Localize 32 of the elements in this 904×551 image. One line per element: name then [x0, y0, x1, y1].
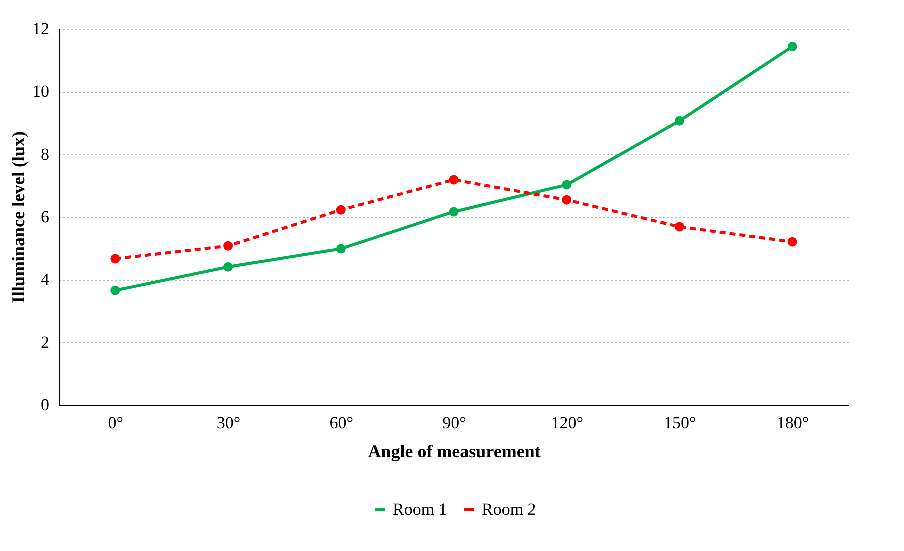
point	[110, 254, 120, 264]
point	[562, 195, 572, 205]
legend-label: Room 2	[482, 500, 536, 519]
point	[449, 175, 459, 185]
y-axis-title: Illuminance level (lux)	[8, 132, 28, 304]
point	[224, 241, 234, 251]
y-tick-label: 6	[41, 208, 50, 226]
x-tick-label: 120°	[551, 414, 584, 432]
legend-label: Room 1	[393, 500, 448, 519]
point	[674, 116, 684, 126]
x-tick-label: 60°	[330, 414, 354, 432]
y-tick-label: 12	[32, 20, 50, 38]
point	[788, 237, 798, 247]
x-tick-label: 180°	[776, 414, 810, 432]
point	[336, 205, 346, 215]
point	[788, 42, 798, 52]
point	[674, 222, 684, 232]
x-tick-label: 150°	[664, 414, 696, 432]
x-axis-title: Angle of measurement	[368, 442, 541, 462]
x-tick-label: 90°	[442, 414, 466, 432]
x-tick-label: 0°	[108, 414, 124, 432]
point	[224, 262, 234, 272]
point	[336, 244, 346, 254]
y-tick-label: 8	[41, 144, 50, 164]
y-tick-label: 4	[41, 270, 50, 290]
y-tick-label: 0	[41, 396, 50, 414]
y-tick-label: 10	[32, 82, 50, 102]
x-tick-label: 30°	[216, 414, 241, 432]
point	[562, 180, 572, 190]
point	[449, 207, 459, 217]
point	[110, 286, 120, 296]
y-tick-label: 2	[41, 332, 50, 352]
